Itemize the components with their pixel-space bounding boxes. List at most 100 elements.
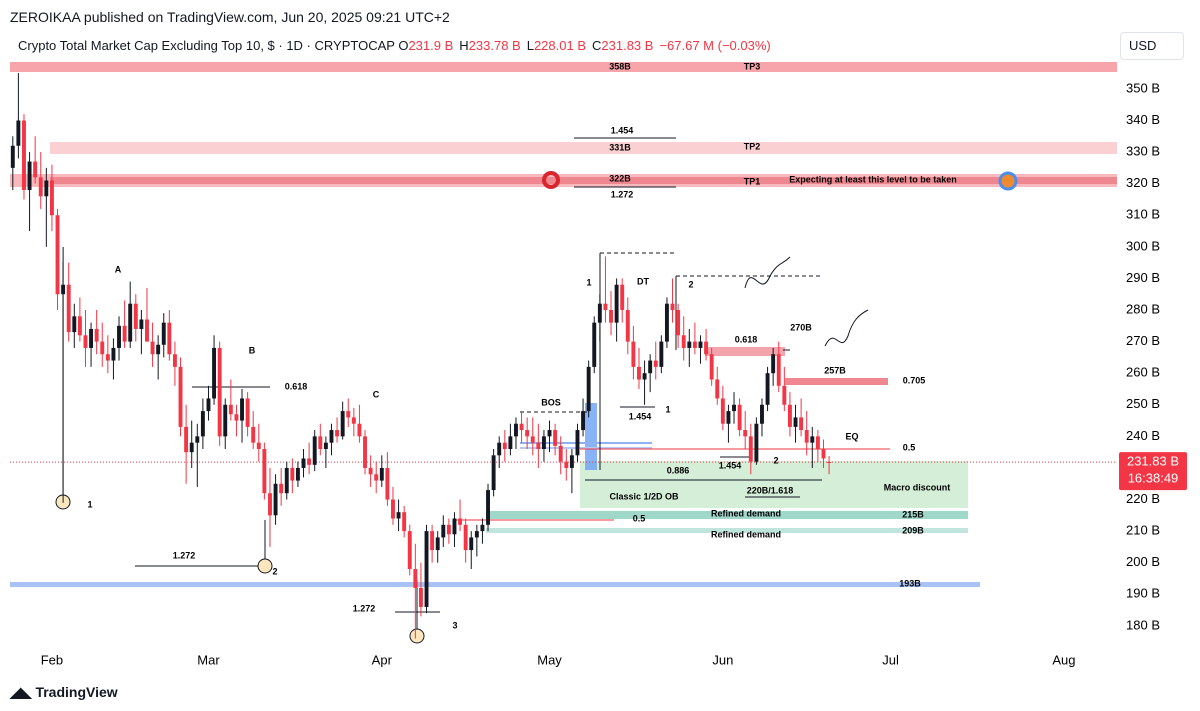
candle-body xyxy=(335,430,340,437)
candle-body xyxy=(33,161,38,178)
candle-body xyxy=(659,341,664,367)
candle-body xyxy=(664,303,669,342)
chart-title: Crypto Total Market Cap Excluding Top 10… xyxy=(18,38,395,53)
candle-body xyxy=(491,455,496,491)
footer-text: TradingView xyxy=(35,684,118,700)
candle-body xyxy=(648,360,653,374)
candle-body xyxy=(564,461,569,468)
candle-body xyxy=(637,366,641,380)
candle-body xyxy=(653,360,658,367)
candle-body xyxy=(128,303,133,342)
annotation: 331B xyxy=(609,142,631,152)
candle-body xyxy=(262,448,267,494)
candle-body xyxy=(323,442,328,449)
annotation: 1.454 xyxy=(719,460,742,470)
legend-key: O xyxy=(398,38,409,53)
annotation: Macro discount xyxy=(884,482,951,492)
candle-body xyxy=(307,458,312,465)
footer-logo: ◢◣ TradingView xyxy=(10,684,118,700)
candle-body xyxy=(407,531,412,570)
candle-body xyxy=(66,284,71,333)
annotation: 0.618 xyxy=(735,334,758,344)
y-tick-label: 350 B xyxy=(1126,80,1160,95)
candle-body xyxy=(519,423,524,431)
y-tick-label: 290 B xyxy=(1126,270,1160,285)
annotation: DT xyxy=(637,276,649,286)
annotation: 209B xyxy=(902,525,924,535)
currency-button[interactable]: USD xyxy=(1120,32,1184,60)
candle-body xyxy=(22,120,26,190)
annotation: BOS xyxy=(541,397,561,407)
candle-body xyxy=(709,354,714,380)
target-icon xyxy=(998,171,1018,191)
y-tick-label: 280 B xyxy=(1126,301,1160,316)
candle-body xyxy=(815,436,820,449)
candle-body xyxy=(558,445,563,462)
candle-body xyxy=(391,499,395,519)
candle-body xyxy=(268,493,272,516)
candle-body xyxy=(111,347,116,361)
candle-body xyxy=(469,537,474,551)
annotation: 1.272 xyxy=(173,550,196,560)
candle-body xyxy=(117,325,121,348)
candle-body xyxy=(799,417,804,431)
candle-body xyxy=(776,354,781,386)
candle-body xyxy=(715,379,720,399)
y-tick-label: 220 B xyxy=(1126,491,1160,506)
legend: Crypto Total Market Cap Excluding Top 10… xyxy=(18,38,777,53)
candle-body xyxy=(256,442,261,449)
countdown: 16:38:49 xyxy=(1128,471,1179,486)
candle-body xyxy=(541,436,546,449)
candle-body xyxy=(486,490,490,525)
candle-body xyxy=(402,512,407,532)
candle-body xyxy=(27,161,32,190)
candle-body xyxy=(178,366,183,427)
candle-body xyxy=(61,284,66,295)
candle-body xyxy=(357,423,362,437)
candle-body xyxy=(480,524,485,532)
candle-body xyxy=(787,404,792,427)
annotation: 270B xyxy=(790,322,812,332)
candle-body xyxy=(329,430,334,443)
annotation: Refined demand xyxy=(711,529,781,539)
candle-body xyxy=(514,423,518,437)
y-tick-label: 180 B xyxy=(1126,617,1160,632)
annotation: 2 xyxy=(272,566,277,576)
price-tag xyxy=(1119,452,1187,491)
candle-body xyxy=(379,467,384,481)
tp2-zone xyxy=(50,142,1117,154)
candle-body xyxy=(346,411,351,418)
candle-body xyxy=(139,319,144,329)
candle-body xyxy=(413,569,418,588)
candle-body xyxy=(184,426,189,453)
candle-body xyxy=(251,426,256,443)
candle-body xyxy=(810,436,815,443)
magnet-icon xyxy=(542,171,560,189)
candle-body xyxy=(122,325,127,342)
annotation: 0.886 xyxy=(667,465,690,475)
x-tick-label: Aug xyxy=(1052,652,1075,667)
projection xyxy=(824,309,869,347)
x-tick-label: Feb xyxy=(41,652,63,667)
macro-discount xyxy=(580,461,968,508)
candle-body xyxy=(100,341,105,355)
annotation: 0.618 xyxy=(285,381,308,391)
annotation: 193B xyxy=(899,578,921,588)
candle-body xyxy=(609,310,613,323)
candle-body xyxy=(77,316,82,336)
candle-body xyxy=(631,341,636,367)
candle-body xyxy=(670,303,675,311)
publisher: ZEROIKAA published on TradingView.com, J… xyxy=(10,9,450,25)
annotation: 215B xyxy=(902,509,924,519)
legend-key: H xyxy=(459,38,469,53)
candle-body xyxy=(441,524,446,538)
candle-body xyxy=(687,341,692,348)
candle-body xyxy=(508,436,513,449)
candle-body xyxy=(49,180,54,216)
annotation: TP3 xyxy=(744,61,761,71)
candle-body xyxy=(318,436,323,449)
candle-body xyxy=(704,341,709,355)
candle-body xyxy=(698,341,703,348)
candle-body xyxy=(89,328,94,348)
candle-body xyxy=(547,430,552,437)
